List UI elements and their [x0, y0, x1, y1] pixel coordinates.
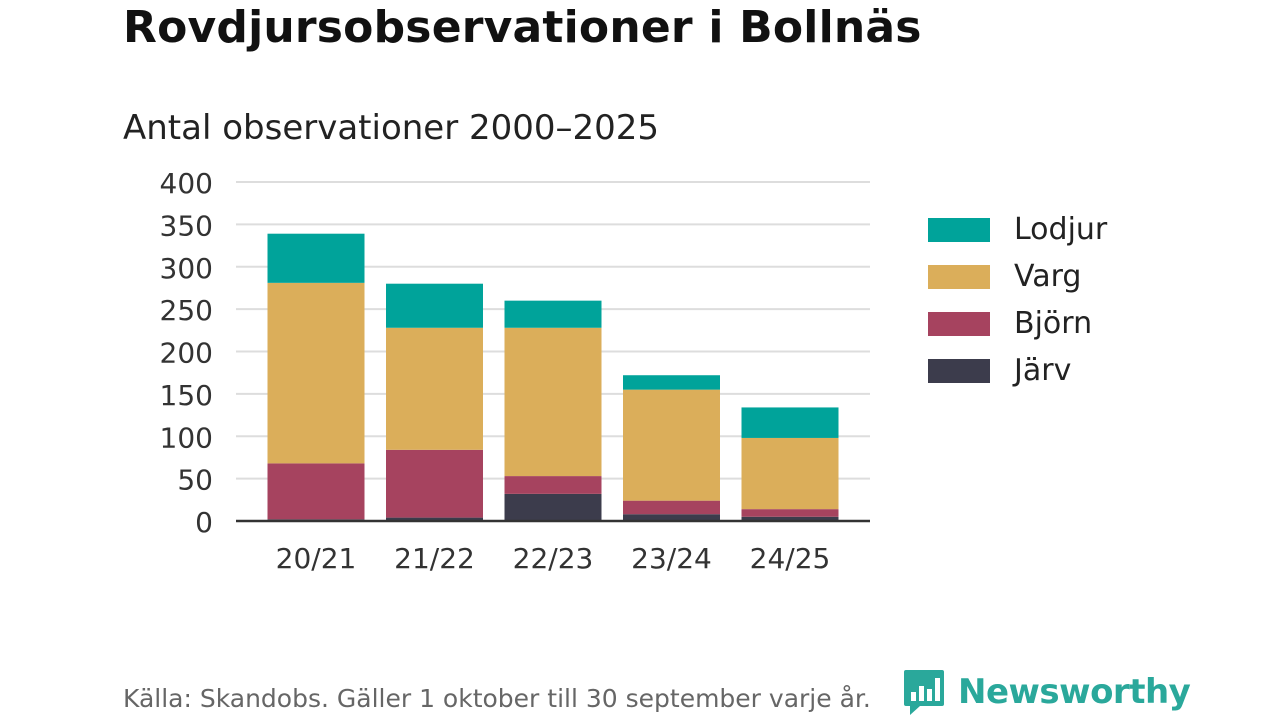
- x-tick-label: 21/22: [394, 542, 475, 575]
- bar-lodjur-20-21: [267, 233, 365, 283]
- y-tick-label: 0: [195, 506, 213, 539]
- bar-varg-23-24: [623, 389, 720, 501]
- legend-label-jarv: Järv: [1014, 353, 1072, 388]
- x-tick-label: 22/23: [513, 542, 594, 575]
- y-tick-label: 400: [160, 167, 213, 200]
- newsworthy-logo-icon: [904, 670, 944, 715]
- legend-swatch-lodjur: [928, 217, 990, 242]
- bar-bjorn-21-22: [386, 449, 483, 518]
- bar-lodjur-23-24: [623, 375, 720, 390]
- bar-lodjur-24-25: [741, 407, 839, 438]
- y-tick-label: 150: [160, 379, 213, 412]
- x-tick-label: 20/21: [276, 542, 357, 575]
- y-tick-label: 300: [160, 252, 213, 285]
- y-tick-label: 350: [160, 209, 213, 242]
- y-tick-label: 50: [177, 464, 213, 497]
- y-tick-label: 250: [160, 294, 213, 327]
- bar-lodjur-22-23: [504, 300, 602, 328]
- legend-item-jarv: Järv: [928, 347, 1107, 394]
- bar-jarv-22-23: [504, 493, 602, 521]
- legend-swatch-jarv: [928, 358, 990, 383]
- bar-bjorn-22-23: [504, 476, 602, 494]
- bar-bjorn-23-24: [623, 500, 720, 515]
- bar-lodjur-21-22: [386, 283, 483, 328]
- legend-label-varg: Varg: [1014, 259, 1082, 294]
- y-tick-label: 200: [160, 337, 213, 370]
- legend-item-lodjur: Lodjur: [928, 206, 1107, 253]
- chart-subtitle: Antal observationer 2000–2025: [123, 108, 660, 148]
- bar-jarv-23-24: [623, 514, 720, 521]
- brand-logo[interactable]: Newsworthy: [902, 668, 1191, 716]
- source-note: Källa: Skandobs. Gäller 1 oktober till 3…: [123, 684, 871, 713]
- bar-bjorn-20-21: [267, 463, 365, 520]
- x-tick-label: 23/24: [631, 542, 712, 575]
- brand-name: Newsworthy: [958, 672, 1191, 712]
- legend-label-bjorn: Björn: [1014, 306, 1093, 341]
- bar-varg-20-21: [267, 282, 365, 464]
- bar-jarv-21-22: [386, 517, 483, 521]
- chart-title: Rovdjursobservationer i Bollnäs: [123, 2, 922, 53]
- bars: [267, 233, 839, 521]
- bar-varg-21-22: [386, 327, 483, 450]
- x-tick-label: 24/25: [750, 542, 831, 575]
- bar-bjorn-24-25: [741, 509, 839, 517]
- x-axis-ticks: 20/21 21/22 22/23 23/24 24/25: [276, 542, 831, 575]
- legend-swatch-bjorn: [928, 311, 990, 336]
- legend-item-bjorn: Björn: [928, 300, 1107, 347]
- legend-swatch-varg: [928, 264, 990, 289]
- y-axis-ticks: 0 50 100 150 200 250 300 350 400: [160, 167, 213, 539]
- legend-label-lodjur: Lodjur: [1014, 212, 1108, 247]
- y-tick-label: 100: [160, 421, 213, 454]
- bar-jarv-24-25: [741, 516, 839, 521]
- legend-item-varg: Varg: [928, 253, 1107, 300]
- bar-varg-22-23: [504, 327, 602, 477]
- legend: Lodjur Varg Björn Järv: [928, 206, 1107, 394]
- bar-varg-24-25: [741, 437, 839, 510]
